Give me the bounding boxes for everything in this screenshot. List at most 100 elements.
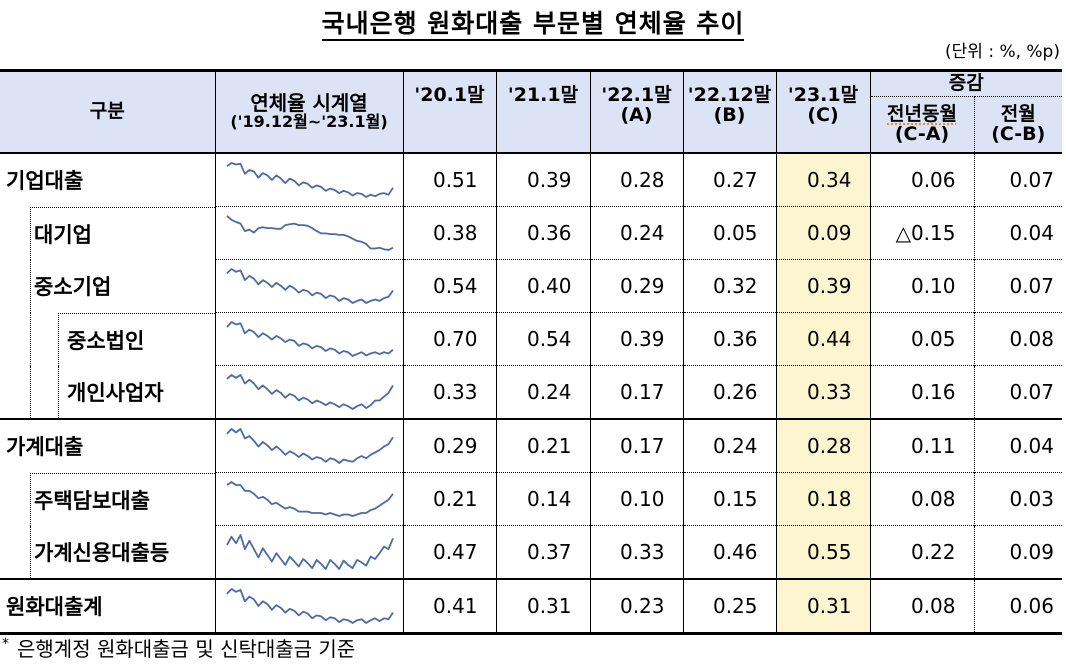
row-label: 기업대출 bbox=[6, 169, 84, 194]
value-21-1: 0.31 bbox=[496, 578, 591, 635]
table-row: 대기업 0.38 0.36 0.24 0.05 0.09 △0.15 0.04 bbox=[0, 206, 1062, 260]
sparkline-cell bbox=[215, 418, 404, 473]
value-change-yoy: 0.05 bbox=[870, 312, 975, 366]
value-change-mom: 0.04 bbox=[974, 206, 1062, 260]
value-22-12: 0.26 bbox=[683, 365, 777, 419]
value-21-1: 0.40 bbox=[496, 259, 591, 313]
value-change-mom: 0.07 bbox=[1009, 168, 1054, 192]
sparkline-cell bbox=[215, 259, 404, 313]
header-22-12: '22.12말 (B) bbox=[683, 69, 777, 154]
unit-note: (단위 : %, %p) bbox=[945, 42, 1060, 62]
row-label-cell: 가계대출 bbox=[0, 418, 216, 473]
header-change-group: 증감 bbox=[870, 68, 1062, 98]
row-label: 원화대출계 bbox=[6, 595, 103, 619]
value-22-12: 0.24 bbox=[683, 418, 777, 473]
sparkline-chart bbox=[225, 428, 394, 464]
sparkline-cell bbox=[215, 206, 404, 260]
row-label-cell: 기업대출 bbox=[0, 153, 216, 207]
value-change-mom: 0.04 bbox=[974, 418, 1062, 473]
value-change-yoy: 0.16 bbox=[870, 365, 975, 419]
value-20-1: 0.70 bbox=[403, 312, 497, 366]
value-change-mom: 0.06 bbox=[974, 578, 1062, 635]
sparkline-chart bbox=[225, 162, 394, 198]
value-23-1: 0.18 bbox=[776, 472, 871, 526]
value-23-1: 0.31 bbox=[776, 578, 871, 635]
value-21-1: 0.24 bbox=[496, 365, 591, 419]
value-20-1: 0.29 bbox=[403, 418, 497, 473]
sparkline-chart bbox=[225, 215, 393, 251]
value-change-mom: 0.09 bbox=[974, 525, 1062, 579]
value-change-yoy: 0.22 bbox=[870, 525, 975, 579]
sparkline-cell bbox=[215, 153, 404, 207]
value-21-1: 0.36 bbox=[496, 206, 591, 260]
row-label: 가계대출 bbox=[6, 435, 84, 460]
sparkline-cell bbox=[215, 312, 404, 366]
table-row: 기업대출 0.51 0.39 0.28 0.27 0.34 0.06 0.07 bbox=[0, 153, 1062, 207]
sparkline-cell bbox=[215, 472, 404, 526]
header-23-1: '23.1말 (C) bbox=[776, 69, 871, 154]
delinquency-table: 구분 연체율 시계열 ('19.12월~'23.1월) '20.1말 '21.1… bbox=[0, 68, 1062, 635]
value-change-yoy: 0.11 bbox=[870, 418, 975, 473]
header-20-1: '20.1말 bbox=[403, 69, 497, 154]
value-22-1: 0.10 bbox=[590, 472, 684, 526]
value-20-1: 0.38 bbox=[403, 206, 497, 260]
value-23-1: 0.55 bbox=[776, 525, 871, 579]
row-label-cell: 대기업 bbox=[0, 206, 216, 260]
sparkline-chart bbox=[226, 481, 394, 517]
value-22-1: 0.23 bbox=[590, 578, 684, 635]
value-21-1: 0.54 bbox=[496, 312, 591, 366]
value-21-1: 0.37 bbox=[496, 525, 591, 579]
row-label-cell: 원화대출계 bbox=[0, 578, 216, 635]
value-change-mom: 0.03 bbox=[974, 472, 1062, 526]
sparkline-cell bbox=[215, 578, 404, 635]
header-category: 구분 bbox=[0, 69, 216, 154]
row-label: 중소기업 bbox=[34, 275, 112, 299]
value-22-1: 0.33 bbox=[590, 525, 684, 579]
value-change-yoy: 0.08 bbox=[870, 472, 975, 526]
sparkline-cell bbox=[215, 525, 404, 579]
sparkline-chart bbox=[225, 268, 394, 304]
row-label-cell: 중소법인 bbox=[0, 312, 216, 366]
value-22-1: 0.39 bbox=[590, 312, 684, 366]
value-20-1: 0.41 bbox=[403, 578, 497, 635]
value-23-1: 0.09 bbox=[776, 206, 871, 260]
value-23-1: 0.33 bbox=[776, 365, 871, 419]
value-23-1: 0.44 bbox=[776, 312, 871, 366]
sparkline-chart bbox=[225, 534, 394, 570]
row-label-cell: 중소기업 bbox=[0, 259, 216, 313]
row-label: 주택담보대출 bbox=[34, 488, 150, 513]
row-label: 대기업 bbox=[34, 222, 92, 247]
page-title: 국내은행 원화대출 부문별 연체율 추이 bbox=[0, 4, 1066, 41]
value-22-12: 0.25 bbox=[683, 578, 777, 635]
value-change-mom: 0.08 bbox=[974, 312, 1062, 366]
table-row: 가계대출 0.29 0.21 0.17 0.24 0.28 0.11 0.04 bbox=[0, 418, 1062, 473]
value-20-1: 0.54 bbox=[403, 259, 497, 313]
title-text: 국내은행 원화대출 부문별 연체율 추이 bbox=[321, 9, 745, 41]
value-21-1: 0.21 bbox=[496, 418, 591, 473]
table-row: 원화대출계 0.41 0.31 0.23 0.25 0.31 0.08 0.06 bbox=[0, 578, 1062, 635]
header-22-1: '22.1말 (A) bbox=[590, 69, 684, 154]
header-change-yoy: 전년동월 (C-A) bbox=[870, 96, 975, 155]
value-22-12: 0.46 bbox=[683, 525, 777, 579]
value-21-1: 0.14 bbox=[496, 472, 591, 526]
table-row: 중소법인 0.70 0.54 0.39 0.36 0.44 0.05 0.08 bbox=[0, 312, 1062, 366]
value-22-1: 0.28 bbox=[590, 153, 684, 207]
value-21-1: 0.39 bbox=[496, 153, 591, 207]
sparkline-chart bbox=[225, 321, 394, 357]
sparkline-chart bbox=[225, 588, 394, 624]
row-label-cell: 주택담보대출 bbox=[0, 472, 216, 526]
value-22-1: 0.17 bbox=[590, 418, 684, 473]
value-23-1: 0.34 bbox=[776, 153, 871, 207]
row-label: 중소법인 bbox=[67, 328, 145, 353]
footnote: * 은행계정 원화대출금 및 신탁대출금 기준 bbox=[2, 636, 356, 661]
value-change-yoy: 0.08 bbox=[870, 578, 975, 635]
value-change-mom: 0.07 bbox=[974, 259, 1062, 313]
value-22-12: 0.36 bbox=[683, 312, 777, 366]
header-change-mom: 전월 (C-B) bbox=[974, 96, 1062, 155]
table-row: 주택담보대출 0.21 0.14 0.10 0.15 0.18 0.08 0.03 bbox=[0, 472, 1062, 526]
value-22-12: 0.27 bbox=[683, 153, 777, 207]
row-label: 개인사업자 bbox=[67, 380, 164, 405]
sparkline-cell bbox=[215, 365, 404, 419]
row-label-cell: 가계신용대출등 bbox=[0, 525, 216, 579]
value-22-12: 0.05 bbox=[683, 206, 777, 260]
